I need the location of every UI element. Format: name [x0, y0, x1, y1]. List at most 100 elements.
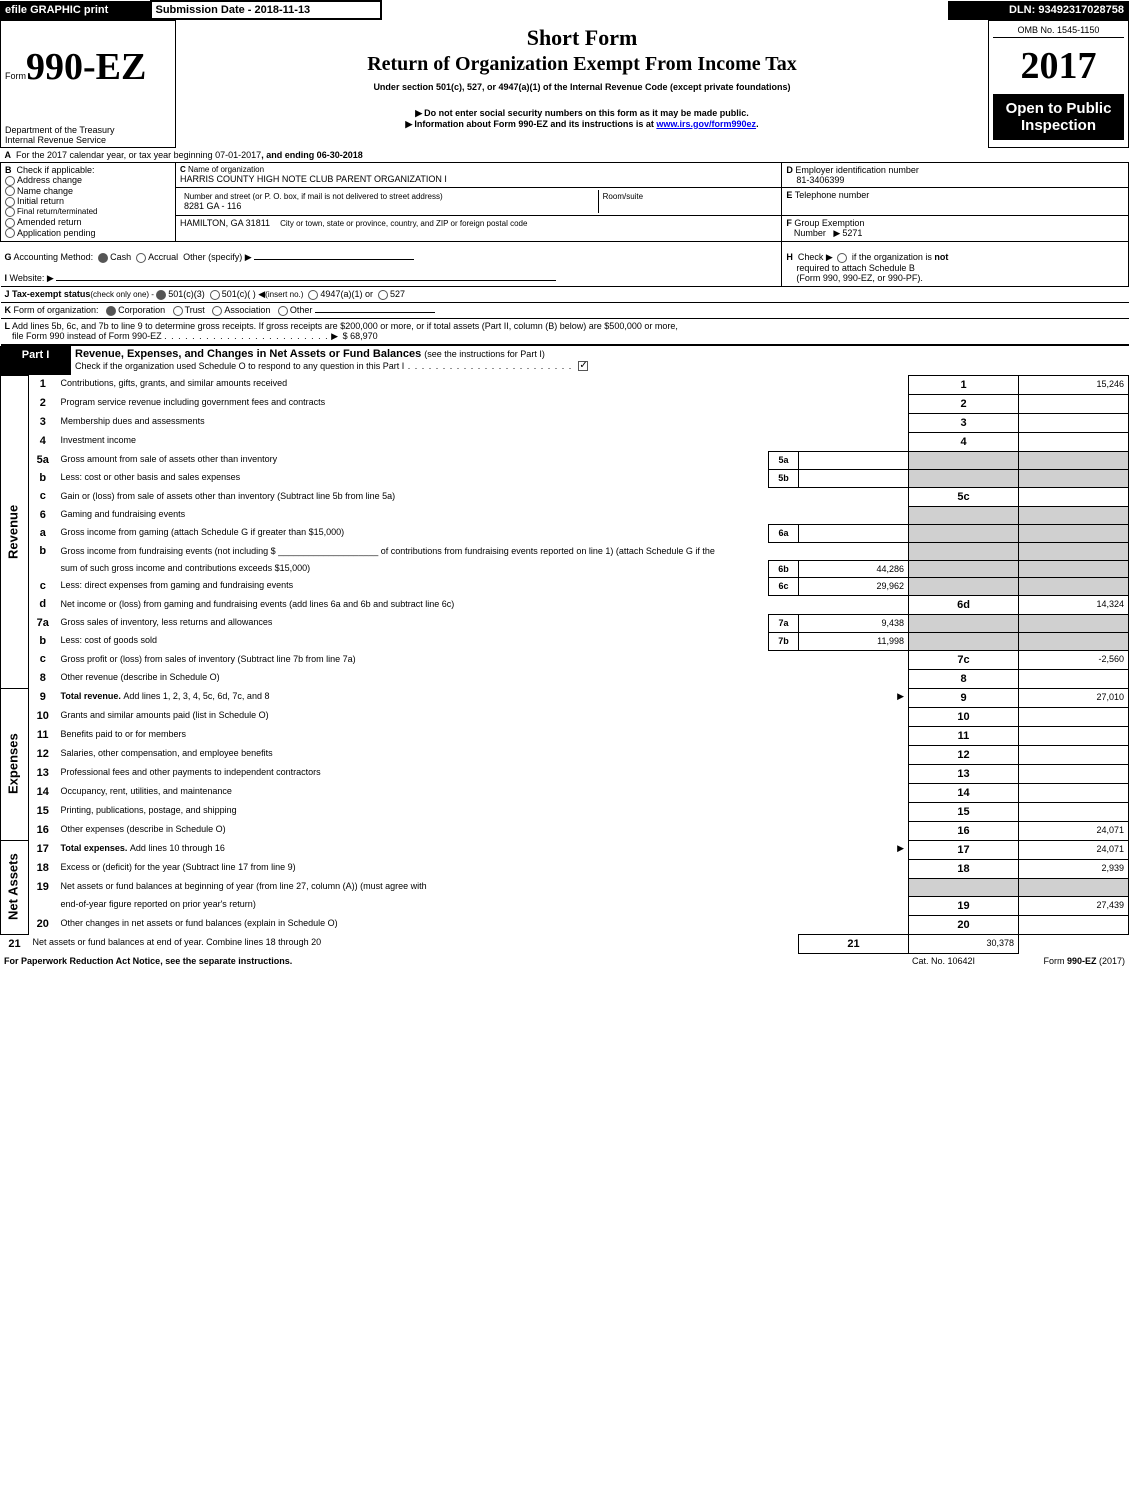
- amount: [1019, 783, 1129, 802]
- line-num: [29, 896, 57, 915]
- line-num: 20: [29, 915, 57, 934]
- part-1-label: Part I: [1, 346, 71, 374]
- line-num: 5a: [29, 451, 57, 469]
- 527-radio[interactable]: [378, 290, 388, 300]
- mid-label: 5a: [769, 451, 799, 469]
- line-desc: Net assets or fund balances at beginning…: [57, 878, 909, 896]
- addr-change-radio[interactable]: [5, 176, 15, 186]
- submission-date: Submission Date - 2018-11-13: [151, 1, 381, 19]
- app-pending-radio[interactable]: [5, 228, 15, 238]
- line-8: 8Other revenue (describe in Schedule O)8: [1, 669, 1129, 688]
- schedule-o-check[interactable]: [578, 361, 588, 371]
- line-num: c: [29, 650, 57, 669]
- line-num: 8: [29, 669, 57, 688]
- final-return-radio[interactable]: [5, 207, 15, 217]
- schedule-b-radio[interactable]: [837, 253, 847, 263]
- org-name: HARRIS COUNTY HIGH NOTE CLUB PARENT ORGA…: [180, 174, 777, 184]
- amount: [1019, 487, 1129, 506]
- accrual-radio[interactable]: [136, 253, 146, 263]
- line-17: Net Assets17Total expenses. Add lines 10…: [1, 840, 1129, 859]
- line-b: bLess: cost of goods sold7b11,998: [1, 632, 1129, 650]
- line-num: 12: [29, 745, 57, 764]
- right-num: 19: [909, 896, 1019, 915]
- right-num: 14: [909, 783, 1019, 802]
- line-desc: Other changes in net assets or fund bala…: [57, 915, 909, 934]
- line-desc: Total expenses. Add lines 10 through 16▶: [57, 840, 909, 859]
- line-14: 14Occupancy, rent, utilities, and mainte…: [1, 783, 1129, 802]
- other-org-input[interactable]: [315, 312, 435, 313]
- tax-exempt-label: Tax-exempt status: [12, 289, 90, 299]
- side-label: Expenses: [1, 688, 29, 840]
- corp-radio[interactable]: [106, 306, 116, 316]
- other-org-radio[interactable]: [278, 306, 288, 316]
- mid-label: 6c: [769, 577, 799, 595]
- amount: [1019, 764, 1129, 783]
- line-desc: Grants and similar amounts paid (list in…: [57, 707, 909, 726]
- line-num: 9: [29, 688, 57, 707]
- acct-method-label: Accounting Method:: [14, 252, 94, 262]
- line-desc: Printing, publications, postage, and shi…: [57, 802, 909, 821]
- tax-year: 2017: [993, 38, 1124, 94]
- line-desc: Other revenue (describe in Schedule O): [57, 669, 909, 688]
- line-d: dNet income or (loss) from gaming and fu…: [1, 595, 1129, 614]
- form-instructions-link[interactable]: www.irs.gov/form990ez: [656, 119, 756, 129]
- line-num: c: [29, 487, 57, 506]
- group-exempt-label: Group Exemption: [794, 218, 864, 228]
- line-2: 2Program service revenue including gover…: [1, 394, 1129, 413]
- mid-value: [799, 469, 909, 487]
- line-18: 18Excess or (deficit) for the year (Subt…: [1, 859, 1129, 878]
- line-num: b: [29, 469, 57, 487]
- open-public-1: Open to Public: [995, 100, 1122, 117]
- other-specify-input[interactable]: [254, 259, 414, 260]
- right-num: 5c: [909, 487, 1019, 506]
- name-change-radio[interactable]: [5, 186, 15, 196]
- line-16: 16Other expenses (describe in Schedule O…: [1, 821, 1129, 840]
- line-desc: Gross sales of inventory, less returns a…: [57, 614, 769, 632]
- form-footer: For Paperwork Reduction Act Notice, see …: [0, 954, 1129, 968]
- line-11: 11Benefits paid to or for members11: [1, 726, 1129, 745]
- line-desc: Contributions, gifts, grants, and simila…: [57, 375, 909, 394]
- street-value: 8281 GA - 116: [184, 201, 594, 211]
- line-num: [29, 560, 57, 577]
- 501c-radio[interactable]: [210, 290, 220, 300]
- part-1-title: Revenue, Expenses, and Changes in Net As…: [75, 348, 424, 360]
- amended-return-radio[interactable]: [5, 218, 15, 228]
- omb-number: OMB No. 1545-1150: [993, 23, 1124, 38]
- line-15: 15Printing, publications, postage, and s…: [1, 802, 1129, 821]
- room-suite-label: Room/suite: [598, 190, 777, 213]
- line-num: 3: [29, 413, 57, 432]
- line-desc: Less: direct expenses from gaming and fu…: [57, 577, 769, 595]
- line-c: cGain or (loss) from sale of assets othe…: [1, 487, 1129, 506]
- group-exempt-value: 5271: [842, 228, 862, 238]
- assoc-radio[interactable]: [212, 306, 222, 316]
- gross-receipts: $ 68,970: [343, 331, 378, 341]
- right-num: 1: [909, 375, 1019, 394]
- initial-return-radio[interactable]: [5, 197, 15, 207]
- right-num: 12: [909, 745, 1019, 764]
- website-input[interactable]: [56, 280, 556, 281]
- line-21: 21Net assets or fund balances at end of …: [1, 934, 1129, 953]
- mid-label: 7a: [769, 614, 799, 632]
- line-a: For the 2017 calendar year, or tax year …: [16, 150, 261, 160]
- cash-radio[interactable]: [98, 253, 108, 263]
- trust-radio[interactable]: [173, 306, 183, 316]
- line-a-end: , and ending 06-30-2018: [261, 150, 363, 160]
- line-desc: Less: cost of goods sold: [57, 632, 769, 650]
- line-desc: Occupancy, rent, utilities, and maintena…: [57, 783, 909, 802]
- line-num: 7a: [29, 614, 57, 632]
- line-b: bLess: cost or other basis and sales exp…: [1, 469, 1129, 487]
- 501c3-radio[interactable]: [156, 290, 166, 300]
- mid-value: 29,962: [799, 577, 909, 595]
- line-desc: Gross amount from sale of assets other t…: [57, 451, 769, 469]
- amount: 24,071: [1019, 840, 1129, 859]
- line-desc: Program service revenue including govern…: [57, 394, 909, 413]
- 4947-radio[interactable]: [308, 290, 318, 300]
- part-1-header: Part I Revenue, Expenses, and Changes in…: [0, 346, 1129, 375]
- mid-label: 6a: [769, 524, 799, 542]
- line-b: bGross income from fundraising events (n…: [1, 542, 1129, 560]
- form-number: 990-EZ: [26, 46, 146, 88]
- line-c: cLess: direct expenses from gaming and f…: [1, 577, 1129, 595]
- amount: 24,071: [1019, 821, 1129, 840]
- line-num: 2: [29, 394, 57, 413]
- line-a: aGross income from gaming (attach Schedu…: [1, 524, 1129, 542]
